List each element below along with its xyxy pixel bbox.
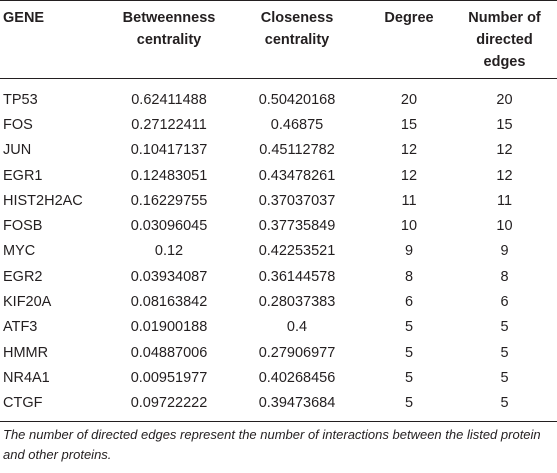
table-row: NR4A1 0.00951977 0.40268456 5 5 [0,365,557,390]
cell-betweenness: 0.08163842 [130,294,208,311]
table-row: CTGF 0.09722222 0.39473684 5 5 [0,390,557,422]
cell-gene: CTGF [0,390,110,422]
cell-closeness: 0.4 [286,319,308,336]
cell-gene: FOSB [3,218,43,235]
cell-closeness: 0.39473684 [228,390,366,422]
table-row: ATF3 0.01900188 0.4 5 5 [0,315,557,340]
table-row: FOS 0.27122411 0.46875 15 15 [0,112,557,137]
cell-betweenness: 0.12483051 [130,167,208,184]
table-row: HMMR 0.04887006 0.27906977 5 5 [0,340,557,365]
cell-betweenness: 0.62411488 [131,91,207,108]
cell-directed: 10 [496,218,513,235]
cell-closeness: 0.50420168 [258,91,336,108]
table-header: GENE Betweenness centrality Closeness ce… [0,0,557,79]
cell-directed: 12 [496,167,513,184]
table-row: HIST2H2AC 0.16229755 0.37037037 11 11 [0,188,557,213]
cell-betweenness: 0.10417137 [130,142,208,159]
cell-betweenness: 0.00951977 [130,369,208,386]
cell-degree: 12 [400,167,418,184]
cell-betweenness: 0.16229755 [130,192,208,209]
cell-gene: FOS [3,116,33,133]
cell-degree: 8 [404,268,414,285]
header-directed-edges: Number of directed edges [452,0,557,79]
cell-directed: 5 [500,319,509,336]
cell-gene: ATF3 [3,319,38,336]
header-degree: Degree [366,0,452,79]
cell-gene: HMMR [3,344,49,361]
cell-directed: 8 [500,268,509,285]
cell-degree: 10 [400,218,418,235]
cell-directed: 5 [500,369,509,386]
cell-degree: 5 [404,319,414,336]
cell-closeness: 0.46875 [270,116,324,133]
cell-gene: MYC [3,243,36,260]
cell-closeness: 0.28037383 [258,294,336,311]
cell-directed: 20 [496,91,513,108]
header-row: GENE Betweenness centrality Closeness ce… [0,0,557,79]
table-footnote: The number of directed edges represent t… [3,427,541,462]
cell-betweenness: 0.09722222 [110,390,228,422]
cell-degree: 5 [366,390,452,422]
header-betweenness: Betweenness centrality [110,0,228,79]
cell-betweenness: 0.03934087 [130,268,208,285]
cell-closeness: 0.27906977 [258,344,336,361]
cell-directed: 6 [500,294,509,311]
gene-centrality-table: GENE Betweenness centrality Closeness ce… [0,0,557,422]
cell-closeness: 0.45112782 [259,142,335,159]
cell-directed: 5 [500,344,509,361]
cell-directed: 11 [496,192,513,209]
cell-directed: 15 [496,116,513,133]
cell-gene: EGR1 [3,167,43,184]
cell-closeness: 0.40268456 [258,369,336,386]
cell-closeness: 0.37037037 [258,192,336,209]
gene-centrality-table-wrapper: GENE Betweenness centrality Closeness ce… [0,0,557,422]
table-row: EGR2 0.03934087 0.36144578 8 8 [0,264,557,289]
cell-directed: 9 [500,243,509,260]
cell-betweenness: 0.01900188 [130,319,208,336]
cell-degree: 11 [401,192,417,209]
header-gene: GENE [0,0,110,79]
cell-degree: 15 [400,116,418,133]
cell-gene: EGR2 [3,268,43,285]
cell-gene: KIF20A [3,294,52,311]
header-closeness: Closeness centrality [228,0,366,79]
cell-closeness: 0.43478261 [258,167,336,184]
table-row: FOSB 0.03096045 0.37735849 10 10 [0,213,557,238]
cell-betweenness: 0.12 [154,243,184,260]
cell-degree: 20 [400,91,418,108]
cell-closeness: 0.37735849 [258,218,336,235]
cell-gene: NR4A1 [3,369,50,386]
table-row: TP53 0.62411488 0.50420168 20 20 [0,79,557,113]
cell-closeness: 0.36144578 [258,268,336,285]
cell-degree: 9 [404,243,414,260]
cell-betweenness: 0.04887006 [130,344,208,361]
cell-closeness: 0.42253521 [258,243,336,260]
cell-degree: 6 [404,294,414,311]
cell-degree: 5 [404,344,414,361]
table-body: TP53 0.62411488 0.50420168 20 20 FOS 0.2712241… [0,79,557,422]
table-row: JUN 0.10417137 0.45112782 12 12 [0,138,557,163]
table-row: EGR1 0.12483051 0.43478261 12 12 [0,163,557,188]
cell-gene: TP53 [3,91,38,108]
cell-gene: HIST2H2AC [3,192,83,209]
cell-betweenness: 0.03096045 [130,218,208,235]
table-row: KIF20A 0.08163842 0.28037383 6 6 [0,289,557,314]
cell-gene: JUN [3,142,32,159]
cell-degree: 12 [400,142,418,159]
cell-betweenness: 0.27122411 [131,116,207,133]
cell-degree: 5 [404,369,414,386]
table-row: MYC 0.12 0.42253521 9 9 [0,239,557,264]
cell-directed: 12 [496,142,513,159]
cell-directed: 5 [452,390,557,422]
